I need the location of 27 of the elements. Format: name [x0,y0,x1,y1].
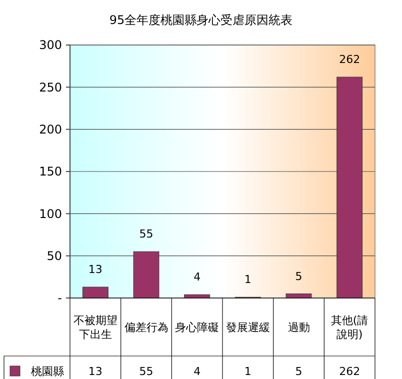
text: 55 [139,228,154,241]
data-label: 262 [339,364,360,378]
x-tick-label: 發展遲緩 [226,320,270,334]
text: 4 [194,270,201,284]
data-label: 1 [244,364,252,378]
data-label: 5 [295,364,302,378]
legend-label: 桃園縣 [31,364,64,378]
data-label: 13 [88,364,102,378]
chart-title: 95全年度桃園縣身心受虐原因統表 [109,13,293,27]
text: 1 [244,273,252,286]
y-tick-label: 100 [39,206,62,221]
text: 262 [339,53,360,66]
x-tick-label: 身心障礙 [175,320,220,334]
data-label: 4 [194,364,201,378]
x-tick-label: 過動 [288,320,310,334]
y-tick-label: 250 [39,80,62,94]
text: 5 [295,270,302,283]
y-tick-label: 150 [39,164,62,179]
y-tick-label: 200 [39,122,62,137]
data-label: 55 [139,364,154,378]
y-tick-label: 300 [39,38,62,52]
y-tick-label: - [58,291,62,306]
x-tick-label: 其他(請說明) [330,314,368,341]
text: 13 [88,263,102,276]
y-tick-label: 50 [46,249,62,264]
x-tick-label: 偏差行為 [124,320,168,334]
x-tick-label: 不被期望下出生 [73,314,118,341]
